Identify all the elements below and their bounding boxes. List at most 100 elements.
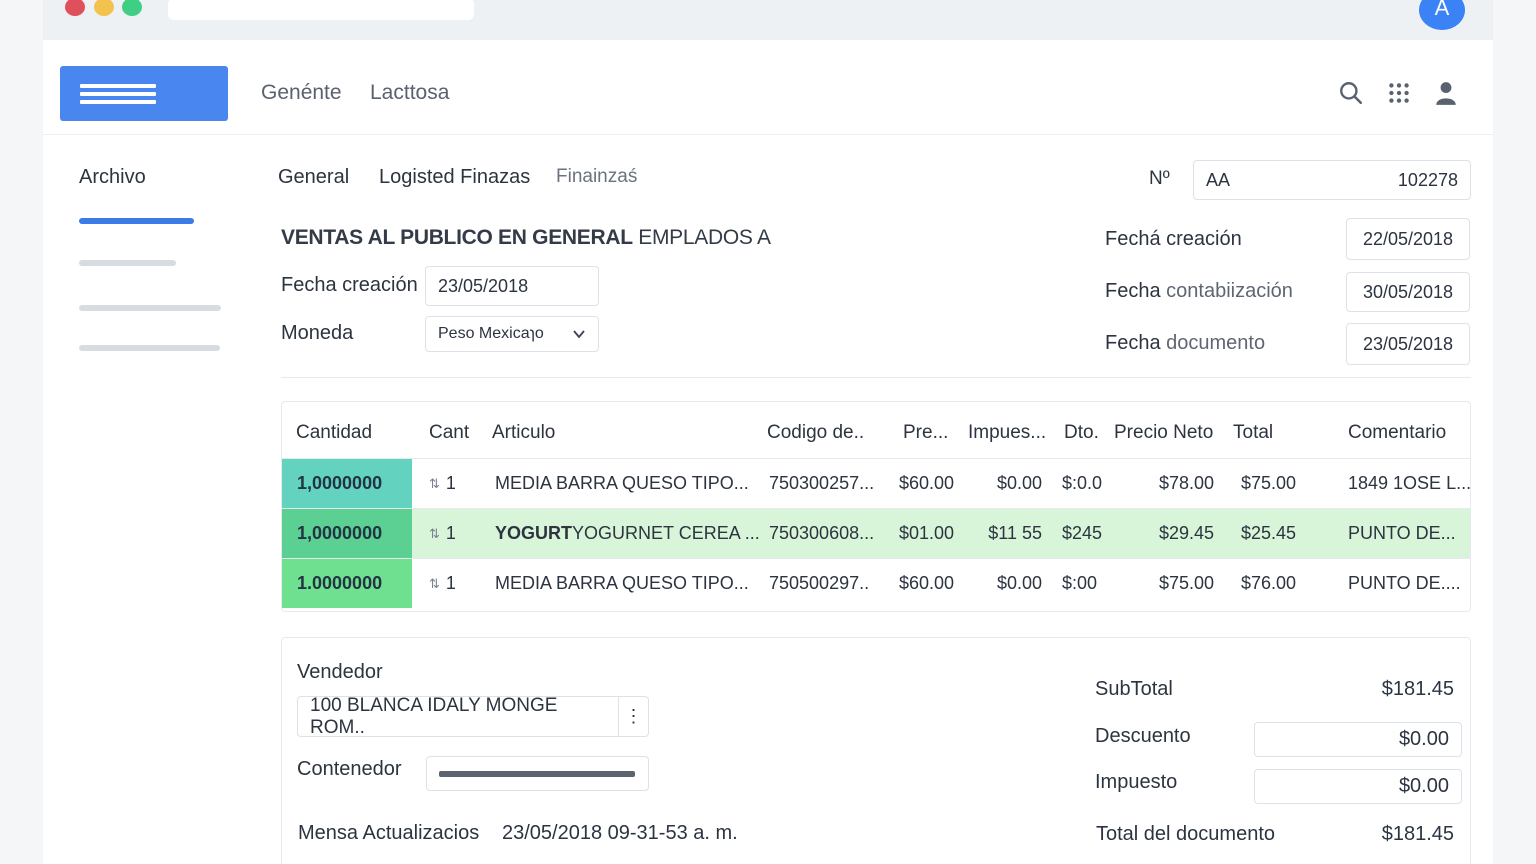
moneda-value: Peso Mexicaɿo xyxy=(438,325,544,342)
nav-link-lacttosa[interactable]: Lacttosa xyxy=(370,81,450,104)
descuento-cell: $:0.0 xyxy=(1062,473,1103,493)
apps-grid-icon[interactable] xyxy=(1386,80,1412,106)
column-header-total[interactable]: Total xyxy=(1233,422,1274,443)
minimize-window-button[interactable] xyxy=(94,0,114,16)
articulo-brand: YOGURT xyxy=(495,523,573,543)
close-window-button[interactable] xyxy=(65,0,85,16)
actualizacion-label: Mensa Actualizacios xyxy=(298,822,480,844)
column-header-impuesto[interactable]: Impues... xyxy=(968,422,1047,443)
precio-neto-cell: $29.45 xyxy=(1158,523,1214,543)
column-header-articulo[interactable]: Articulo xyxy=(492,422,556,443)
tab-finanzas[interactable]: Finainzaś xyxy=(556,166,638,187)
maximize-window-button[interactable] xyxy=(122,0,142,16)
address-bar[interactable] xyxy=(168,0,474,20)
search-icon[interactable] xyxy=(1338,80,1364,106)
subtotal-label: SubTotal xyxy=(1095,678,1173,700)
descuento-label: Descuento xyxy=(1095,725,1191,747)
sidebar-item[interactable] xyxy=(79,345,220,351)
column-header-precio[interactable]: Pre... xyxy=(903,422,949,443)
document-footer-panel: Vendedor 100 BLANCA IDALY MONGE ROM.. ⋮ … xyxy=(281,637,1471,864)
column-header-codigo[interactable]: Codigo de.. xyxy=(767,422,865,443)
descuento-cell: $:00 xyxy=(1062,573,1098,593)
total-cell: $75.00 xyxy=(1240,473,1296,493)
fecha-creacion-field[interactable]: 23/05/2018 xyxy=(425,266,599,306)
app-header: Genénte Lacttosa xyxy=(43,40,1493,135)
numero-value: 102278 xyxy=(1397,169,1458,190)
cantidad-cell[interactable]: 1,0000000 xyxy=(282,459,412,508)
moneda-label: Moneda xyxy=(281,322,354,344)
fecha-documento-field[interactable]: 23/05/2018 xyxy=(1346,323,1470,365)
column-header-cant[interactable]: Cant xyxy=(429,422,470,443)
column-header-precio-neto[interactable]: Precio Neto xyxy=(1114,422,1214,443)
document-title-main: VENTAS AL PUBLICO EN GENERAL xyxy=(281,226,633,249)
table-row[interactable]: 1,0000000 ⇅ 1 MEDIA BARRA QUESO TIPO... 7503… xyxy=(282,458,1470,508)
fecha-contabilizacion-value: 30/05/2018 xyxy=(1362,281,1454,302)
reorder-icon[interactable]: ⇅ xyxy=(429,525,440,541)
window-titlebar: A xyxy=(43,0,1493,40)
numero-prefix: AA xyxy=(1206,169,1231,190)
column-header-comentario[interactable]: Comentario xyxy=(1348,422,1447,443)
contenedor-label: Contenedor xyxy=(297,758,402,780)
vendedor-field[interactable]: 100 BLANCA IDALY MONGE ROM.. ⋮ xyxy=(297,695,649,738)
sidebar-title[interactable]: Archivo xyxy=(79,166,146,188)
articulo-name: YOGURNET CEREA ... xyxy=(572,523,760,543)
more-vert-icon[interactable]: ⋮ xyxy=(618,697,648,736)
sidebar-item-active[interactable] xyxy=(79,218,194,224)
account-avatar[interactable]: A xyxy=(1419,0,1465,30)
precio-neto-cell: $78.00 xyxy=(1158,473,1214,493)
sidebar-item[interactable] xyxy=(79,305,221,311)
impuesto-field[interactable]: $0.00 xyxy=(1254,769,1462,804)
comentario-cell: PUNTO DE... xyxy=(1348,523,1456,543)
table-row[interactable]: 1,0000000 ⇅ 1 YOGURT YOGURNET CEREA ... 7503… xyxy=(282,508,1470,558)
section-divider xyxy=(281,377,1471,378)
comentario-cell: PUNTO DE.... xyxy=(1348,573,1461,593)
codigo-cell: 750300608... xyxy=(769,523,875,543)
total-cell: $76.00 xyxy=(1240,573,1296,593)
fecha-creacion-label: Fecha creación xyxy=(281,274,418,296)
fecha-creacion-value: 23/05/2018 xyxy=(438,275,529,296)
descuento-cell: $245 xyxy=(1062,523,1103,543)
reorder-icon[interactable]: ⇅ xyxy=(429,475,440,491)
numero-field[interactable]: AA 102278 xyxy=(1193,160,1471,200)
tab-logistica-finanzas[interactable]: Logisted Finazas xyxy=(379,166,531,188)
column-header-descuento[interactable]: Dto. xyxy=(1064,422,1099,443)
moneda-select[interactable]: Peso Mexicaɿo xyxy=(425,316,599,352)
total-cell: $25.45 xyxy=(1240,523,1296,543)
contenedor-placeholder-bar xyxy=(439,770,635,777)
tab-general[interactable]: General xyxy=(278,166,350,188)
document-title-suffix: EMPLADOS A xyxy=(632,226,771,249)
document-title: VENTAS AL PUBLICO EN GENERAL EMPLADOS A xyxy=(281,226,771,250)
cant-cell: ⇅ 1 xyxy=(429,559,489,608)
impuesto-value: $0.00 xyxy=(1398,775,1449,797)
cantidad-cell[interactable]: 1,0000000 xyxy=(282,509,412,558)
impuesto-cell: $0.00 xyxy=(996,473,1042,493)
precio-neto-cell: $75.00 xyxy=(1158,573,1214,593)
impuesto-label: Impuesto xyxy=(1095,771,1178,793)
cant-value: 1 xyxy=(445,573,456,593)
articulo-cell: YOGURT YOGURNET CEREA ... xyxy=(495,509,765,558)
contenedor-field[interactable] xyxy=(426,756,649,791)
cantidad-cell[interactable]: 1.0000000 xyxy=(282,559,412,608)
table-row[interactable]: 1.0000000 ⇅ 1 MEDIA BARRA QUESO TIPO... 7505… xyxy=(282,558,1470,608)
app-window: Genénte Lacttosa Archivo General Logiste… xyxy=(43,40,1493,864)
meta-fecha-creacion-label: Fechá creación xyxy=(1105,228,1242,251)
fecha-contabilizacion-label: Fecha contabiización xyxy=(1105,280,1293,303)
user-icon[interactable] xyxy=(1433,80,1459,106)
impuesto-cell: $11 55 xyxy=(988,523,1042,543)
meta-fecha-creacion-field[interactable]: 22/05/2018 xyxy=(1346,218,1470,260)
codigo-cell: 750500297.. xyxy=(769,573,870,593)
nav-link-general[interactable]: Genénte xyxy=(261,81,342,104)
column-header-cantidad[interactable]: Cantidad xyxy=(296,422,373,443)
actualizacion-value: 23/05/2018 09-31-53 a. m. xyxy=(502,822,738,844)
sidebar-item[interactable] xyxy=(79,260,176,266)
codigo-cell: 750300257... xyxy=(769,473,875,493)
articulo-cell: MEDIA BARRA QUESO TIPO... xyxy=(495,559,765,608)
reorder-icon[interactable]: ⇅ xyxy=(429,575,440,591)
impuesto-cell: $0.00 xyxy=(996,573,1042,593)
items-table: Cantidad Cant Articulo Codigo de.. Pre..… xyxy=(281,401,1471,612)
menu-button[interactable] xyxy=(60,66,228,121)
descuento-field[interactable]: $0.00 xyxy=(1254,722,1462,757)
fecha-contabilizacion-field[interactable]: 30/05/2018 xyxy=(1346,272,1470,312)
fecha-documento-label-a: Fecha xyxy=(1105,332,1161,354)
articulo-cell: MEDIA BARRA QUESO TIPO... xyxy=(495,459,765,508)
